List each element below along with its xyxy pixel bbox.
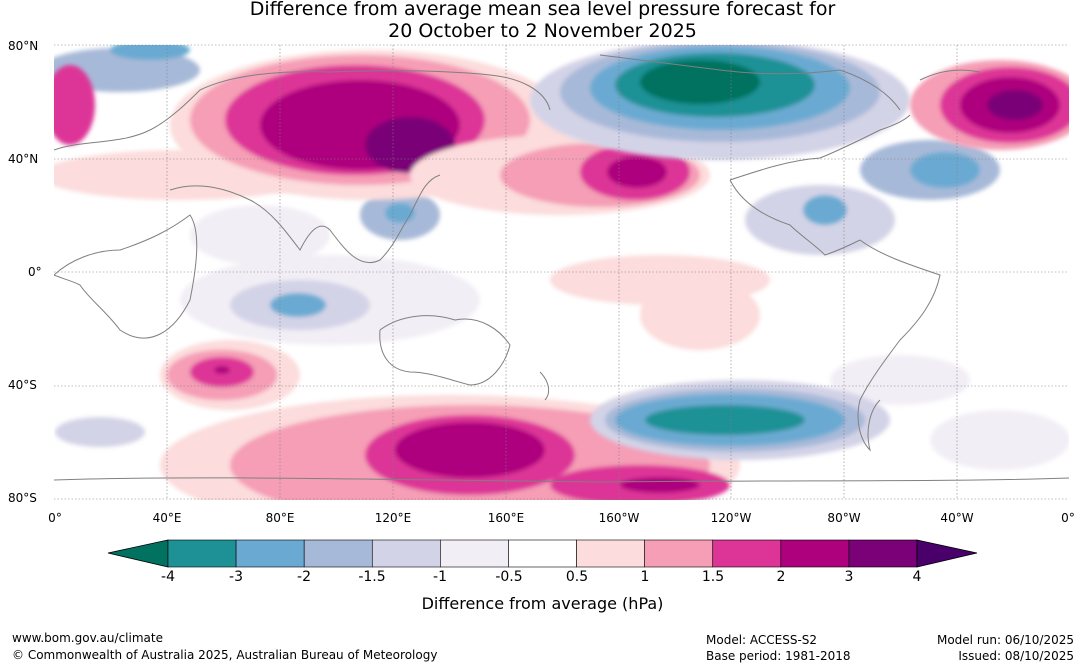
colorbar-tick: 0.5 — [565, 569, 589, 585]
colorbar-swatch — [303, 539, 373, 568]
lat-label-80n: 80°N — [8, 39, 39, 53]
colorbar-swatch — [167, 539, 237, 568]
lat-label-0: 0° — [28, 265, 42, 279]
anomaly-fields — [54, 45, 1069, 500]
colorbar-tick: 1 — [640, 569, 650, 585]
lat-label-40s: 40°S — [8, 378, 37, 392]
lon-label-40w: 40°W — [940, 511, 974, 525]
field-blue — [803, 195, 847, 225]
greenland-coast — [919, 69, 981, 81]
lon-label-160w: 160°W — [598, 511, 640, 525]
lon-label-0-left: 0° — [48, 511, 62, 525]
colorbar-tick: -1 — [433, 569, 447, 585]
footer-issued: Issued: 08/10/2025 — [958, 649, 1074, 663]
lon-label-80w: 80°W — [827, 511, 861, 525]
lon-label-40e: 40°E — [152, 511, 182, 525]
africa-coast — [54, 214, 198, 339]
lon-label-160e: 160°E — [487, 511, 525, 525]
field-lavender — [190, 205, 330, 265]
indian-ocean-high-anomaly — [167, 350, 277, 400]
south-america-coast — [857, 239, 941, 452]
colorbar-swatch — [644, 539, 714, 568]
chart-title-line2: 20 October to 2 November 2025 — [388, 20, 697, 42]
asia-high-anomaly — [54, 50, 710, 215]
lon-label-120e: 120°E — [374, 511, 412, 525]
colorbar-under-arrow — [107, 539, 169, 568]
colorbar-over-arrow — [916, 539, 978, 568]
field-lavender — [830, 355, 970, 405]
south-asia-coast — [169, 174, 441, 264]
footer-website: www.bom.gov.au/climate — [12, 631, 163, 645]
coastlines — [54, 54, 1069, 483]
field-light-pink — [640, 280, 760, 350]
footer-model: Model: ACCESS-S2 — [706, 633, 818, 647]
lat-label-40n: 40°N — [8, 152, 39, 166]
field-light-blue — [55, 417, 145, 447]
north-america-coast — [729, 114, 911, 256]
colorbar-swatch — [780, 539, 850, 568]
colorbar-swatch — [576, 539, 645, 568]
chart-title-line1: Difference from average mean sea level p… — [249, 0, 836, 20]
australia-coast — [379, 315, 511, 386]
colorbar-tick: 3 — [844, 569, 854, 585]
gridlines — [54, 44, 1069, 500]
colorbar-tick: 2 — [776, 569, 786, 585]
arctic-coast — [599, 54, 901, 111]
colorbar-tick: -1.5 — [358, 569, 386, 585]
colorbar-tick: -3 — [229, 569, 243, 585]
colorbar-tick: -2 — [297, 569, 311, 585]
colorbar-tick: 4 — [912, 569, 922, 585]
north-pacific-low-anomaly — [530, 45, 910, 160]
colorbar-swatch — [235, 539, 305, 568]
lon-label-80e: 80°E — [265, 511, 295, 525]
antarctica-coast — [54, 477, 1069, 483]
field-blue — [110, 45, 190, 60]
colorbar-swatch — [848, 539, 918, 568]
eurasia-north-coast — [54, 70, 551, 151]
colorbar-tick: -4 — [161, 569, 175, 585]
colorbar-swatch — [712, 539, 782, 568]
footer-model-run: Model run: 06/10/2025 — [936, 633, 1074, 647]
colorbar-swatches — [167, 539, 918, 568]
colorbar-label: Difference from average (hPa) — [421, 594, 664, 613]
field-blue — [270, 293, 326, 317]
north-atlantic-high-anomaly — [910, 60, 1069, 150]
field-lavender — [930, 410, 1069, 470]
colorbar-tick: -0.5 — [495, 569, 523, 585]
colorbar-swatch — [508, 539, 577, 568]
lon-label-0-right: 0° — [1061, 511, 1075, 525]
colorbar-swatch — [440, 539, 509, 568]
lon-label-120w: 120°W — [710, 511, 752, 525]
field-blue — [910, 152, 980, 188]
footer-copyright: © Commonwealth of Australia 2025, Austra… — [12, 648, 438, 662]
colorbar-swatch — [371, 539, 441, 568]
lat-label-80s: 80°S — [8, 491, 37, 505]
south-pacific-low-anomaly — [590, 380, 890, 460]
colorbar-tick: 1.5 — [701, 569, 725, 585]
footer-base-period: Base period: 1981-2018 — [706, 649, 851, 663]
